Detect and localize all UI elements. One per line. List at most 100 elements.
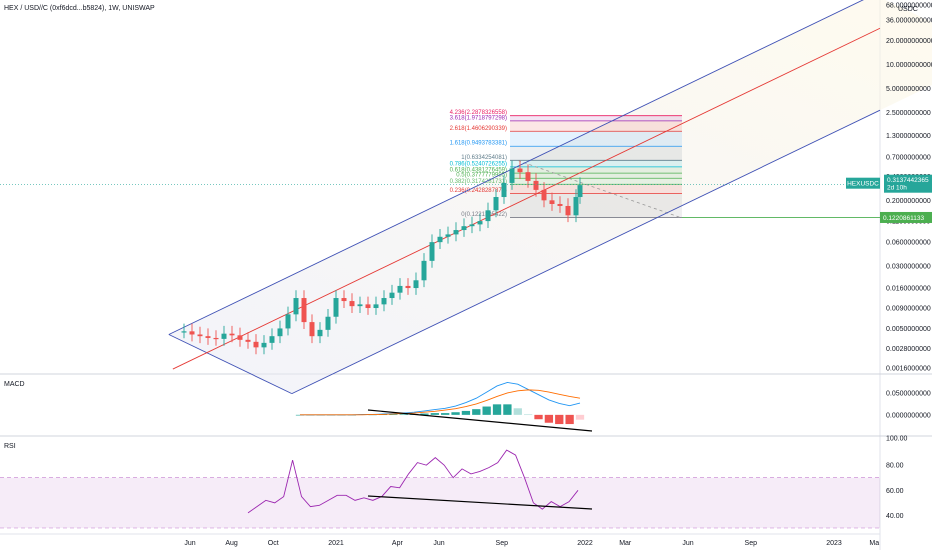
candle-body xyxy=(381,298,387,305)
candle-body xyxy=(341,298,347,302)
candle-body xyxy=(525,172,531,181)
candle-body xyxy=(293,298,299,315)
candle-body xyxy=(469,224,475,227)
rsi-tick-label: 60.00 xyxy=(886,488,904,495)
price-tick-label: 0.0016000000 xyxy=(886,366,931,373)
candle-body xyxy=(269,336,275,343)
fib-zone xyxy=(510,131,682,147)
candle-body xyxy=(517,168,523,173)
macd-histogram-bar xyxy=(492,404,502,415)
candle-body xyxy=(253,341,259,348)
candle-body xyxy=(325,316,331,330)
time-tick-label: 2023 xyxy=(826,540,842,547)
macd-histogram-bar xyxy=(555,414,564,425)
parallel-channel[interactable] xyxy=(168,0,881,395)
rsi-tick-label: 40.00 xyxy=(886,513,904,520)
price-tick-label: 20.0000000000 xyxy=(886,38,932,45)
macd-histogram-bar xyxy=(513,408,522,415)
price-candles xyxy=(181,160,583,355)
candle-body xyxy=(413,280,419,289)
candle-body xyxy=(301,298,307,323)
time-tick-label: 2021 xyxy=(328,540,344,547)
candle-body xyxy=(493,197,499,211)
macd-histogram-bar xyxy=(399,414,408,416)
macd-histogram-bar xyxy=(575,414,585,420)
macd-histogram-bar xyxy=(451,412,460,415)
rsi-pane-label: RSI xyxy=(4,443,16,450)
fib-zone xyxy=(510,173,682,179)
channel-lower-line xyxy=(291,109,881,395)
price-tick-label: 0.7000000000 xyxy=(886,154,931,161)
candle-body xyxy=(333,298,339,317)
candle-body xyxy=(277,328,283,337)
candle-body xyxy=(549,200,555,204)
fib-zone xyxy=(510,115,682,121)
price-tick-label: 36.0000000000 xyxy=(886,18,932,25)
candle-body xyxy=(245,339,251,342)
candle-body xyxy=(229,333,235,336)
price-tick-label: 0.0028000000 xyxy=(886,346,931,353)
time-tick-label: Jun xyxy=(184,540,195,547)
macd-histogram-bar xyxy=(472,409,481,415)
candle-body xyxy=(261,342,267,348)
horizontal-line[interactable] xyxy=(0,184,880,218)
rsi-tick-label: 100.00 xyxy=(886,436,908,443)
candle-body xyxy=(213,337,219,340)
candle-body xyxy=(349,301,355,307)
price-tick-label: 1.3000000000 xyxy=(886,133,931,140)
candle-body xyxy=(453,230,459,235)
fib-zone xyxy=(510,160,682,167)
macd-histogram-bar xyxy=(368,414,377,416)
channel-area xyxy=(168,0,932,394)
fib-level-label: 0.5(0.3777779995) xyxy=(456,173,507,179)
chart-title: HEX / USD//C (0xf6dcd...b5824), 1W, UNIS… xyxy=(4,5,155,12)
candle-body xyxy=(317,329,323,337)
symbol-tag xyxy=(846,177,880,189)
price-tick-label: 0.0600000000 xyxy=(886,240,931,247)
price-tick-label: 68.0000000000 xyxy=(886,3,932,10)
rsi-tick-label: 80.00 xyxy=(886,463,904,470)
last-price-tag xyxy=(884,174,932,193)
price-tick-label: 0.0090000000 xyxy=(886,306,931,313)
candle-body xyxy=(573,197,579,216)
candle-body xyxy=(577,185,583,198)
fibonacci-retracement[interactable]: 4.236(2.2878326558)3.618(1.9718797298) 2.… xyxy=(450,110,683,219)
macd-histogram-bar xyxy=(482,406,491,415)
fib-level-label: 0.786(0.5240726255) xyxy=(450,161,507,167)
fib-zone xyxy=(510,120,682,132)
candle-body xyxy=(501,182,507,198)
countdown-text: 2d 10h xyxy=(887,185,907,192)
macd-tick-label: 0.0000000000 xyxy=(886,412,931,419)
candle-body xyxy=(405,285,411,289)
macd-histogram-bar xyxy=(524,414,533,416)
fib-level-label: 3.618(1.9718797298) xyxy=(450,115,507,121)
candle-body xyxy=(485,210,491,222)
fib-level-label: 0.618(0.4381276459) xyxy=(450,168,507,174)
support-price-text: 0.1220861133 xyxy=(883,215,924,222)
channel-start-edge xyxy=(168,334,293,395)
macd-histogram-bar xyxy=(461,410,471,415)
time-tick-label: Sep xyxy=(745,540,758,547)
candle-body xyxy=(357,304,363,307)
price-tick-label: 0.0050000000 xyxy=(886,326,931,333)
fib-zone xyxy=(510,193,682,218)
time-axis-ticks: Jun Aug Oct 2021 Apr Jun Sep 2022 Mar Jun Sep 2023 M… xyxy=(184,540,879,547)
macd-series-line xyxy=(300,389,581,416)
candle-body xyxy=(437,236,443,243)
fib-zone xyxy=(510,146,682,161)
channel-median-line xyxy=(172,27,881,370)
candle-body xyxy=(429,242,435,261)
time-tick-label: Jun xyxy=(433,540,444,547)
candle-body xyxy=(189,331,195,335)
macd-histogram-bar xyxy=(430,413,439,415)
candle-body xyxy=(389,292,395,299)
macd-histogram-bar xyxy=(420,413,429,415)
candle-body xyxy=(533,180,539,190)
macd-histogram-bar xyxy=(389,414,398,416)
fib-level-label: 1(0.6334254081) xyxy=(461,155,507,161)
candle-body xyxy=(285,314,291,329)
macd-series-line xyxy=(300,381,581,416)
price-tick-label: 0.2000000000 xyxy=(886,198,931,205)
